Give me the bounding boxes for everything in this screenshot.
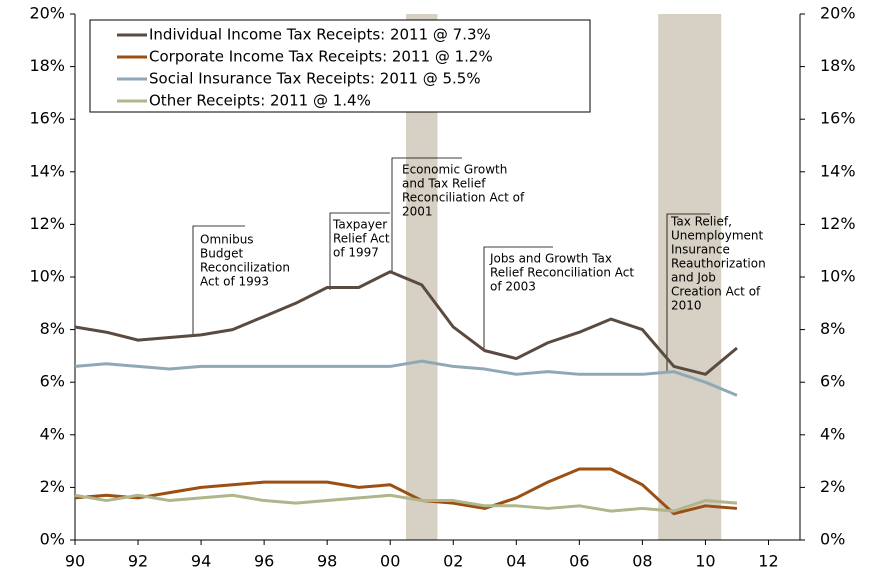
x-tick-label: 02 <box>443 552 463 571</box>
annotation: 2010 <box>671 299 702 313</box>
y-tick-label: 16% <box>29 109 65 128</box>
y2-tick-label: 12% <box>820 214 856 233</box>
y2-tick-label: 16% <box>820 109 856 128</box>
x-tick-label: 92 <box>128 552 148 571</box>
annotation: Reauthorization <box>671 257 766 271</box>
annotation: of 1997 <box>333 246 379 260</box>
y2-tick-label: 14% <box>820 161 856 180</box>
x-tick-label: 90 <box>65 552 85 571</box>
annotation: Reconcilization <box>200 261 290 275</box>
annotation: 2001 <box>402 205 433 219</box>
x-tick-label: 12 <box>758 552 778 571</box>
annotation: Relief Act <box>333 232 390 246</box>
y-tick-label: 18% <box>29 56 65 75</box>
y-tick-label: 6% <box>40 372 65 391</box>
y-tick-label: 0% <box>40 530 65 549</box>
annotation: Insurance <box>671 243 730 257</box>
annotation: of 2003 <box>490 280 536 294</box>
y-tick-label: 12% <box>29 214 65 233</box>
legend-box <box>89 19 591 113</box>
annotation: Reconciliation Act of <box>402 191 525 205</box>
annotation: and Tax Relief <box>402 177 486 191</box>
annotation: Tax Relief, <box>670 215 732 229</box>
series-line <box>74 467 738 516</box>
x-tick-label: 00 <box>380 552 400 571</box>
annotation: Taxpayer <box>332 218 387 232</box>
x-tick-label: 06 <box>569 552 589 571</box>
x-tick-label: 04 <box>506 552 526 571</box>
legend-label: Social Insurance Tax Receipts: 2011 @ 5.… <box>149 70 481 88</box>
series-line <box>74 270 738 376</box>
y2-tick-label: 10% <box>820 267 856 286</box>
annotation-leader <box>391 157 462 272</box>
y-tick-label: 10% <box>29 267 65 286</box>
legend-label: Other Receipts: 2011 @ 1.4% <box>149 92 371 110</box>
annotation-leader <box>483 246 553 350</box>
annotation: Unemployment <box>671 229 764 243</box>
series-line <box>74 493 738 513</box>
annotation-leader <box>329 212 390 290</box>
x-tick-label: 96 <box>254 552 274 571</box>
annotation-leader <box>666 213 710 372</box>
annotation: Jobs and Growth Tax <box>489 252 612 266</box>
legend-label: Corporate Income Tax Receipts: 2011 @ 1.… <box>149 48 493 66</box>
x-tick-label: 98 <box>317 552 337 571</box>
x-tick-label: 08 <box>632 552 652 571</box>
annotation: Relief Reconciliation Act <box>490 266 634 280</box>
annotation: Omnibus <box>200 233 254 247</box>
y-tick-label: 4% <box>40 424 65 443</box>
annotation-leader <box>192 225 245 336</box>
legend-label: Individual Income Tax Receipts: 2011 @ 7… <box>149 26 491 44</box>
y2-tick-label: 4% <box>820 424 845 443</box>
y2-tick-label: 0% <box>820 530 845 549</box>
y-tick-label: 20% <box>29 4 65 23</box>
annotation: and Job <box>671 271 716 285</box>
x-tick-label: 94 <box>191 552 211 571</box>
y-tick-label: 8% <box>40 319 65 338</box>
annotation: Act of 1993 <box>200 275 269 289</box>
annotation: Creation Act of <box>671 285 761 299</box>
y2-tick-label: 20% <box>820 4 856 23</box>
x-tick-label: 10 <box>695 552 715 571</box>
y-tick-label: 14% <box>29 161 65 180</box>
y2-tick-label: 18% <box>820 56 856 75</box>
series-line <box>74 359 738 397</box>
y-tick-label: 2% <box>40 477 65 496</box>
y2-tick-label: 2% <box>820 477 845 496</box>
annotation: Economic Growth <box>402 163 507 177</box>
y2-tick-label: 8% <box>820 319 845 338</box>
annotation: Budget <box>200 247 243 261</box>
shaded-region <box>658 14 722 540</box>
y2-tick-label: 6% <box>820 372 845 391</box>
